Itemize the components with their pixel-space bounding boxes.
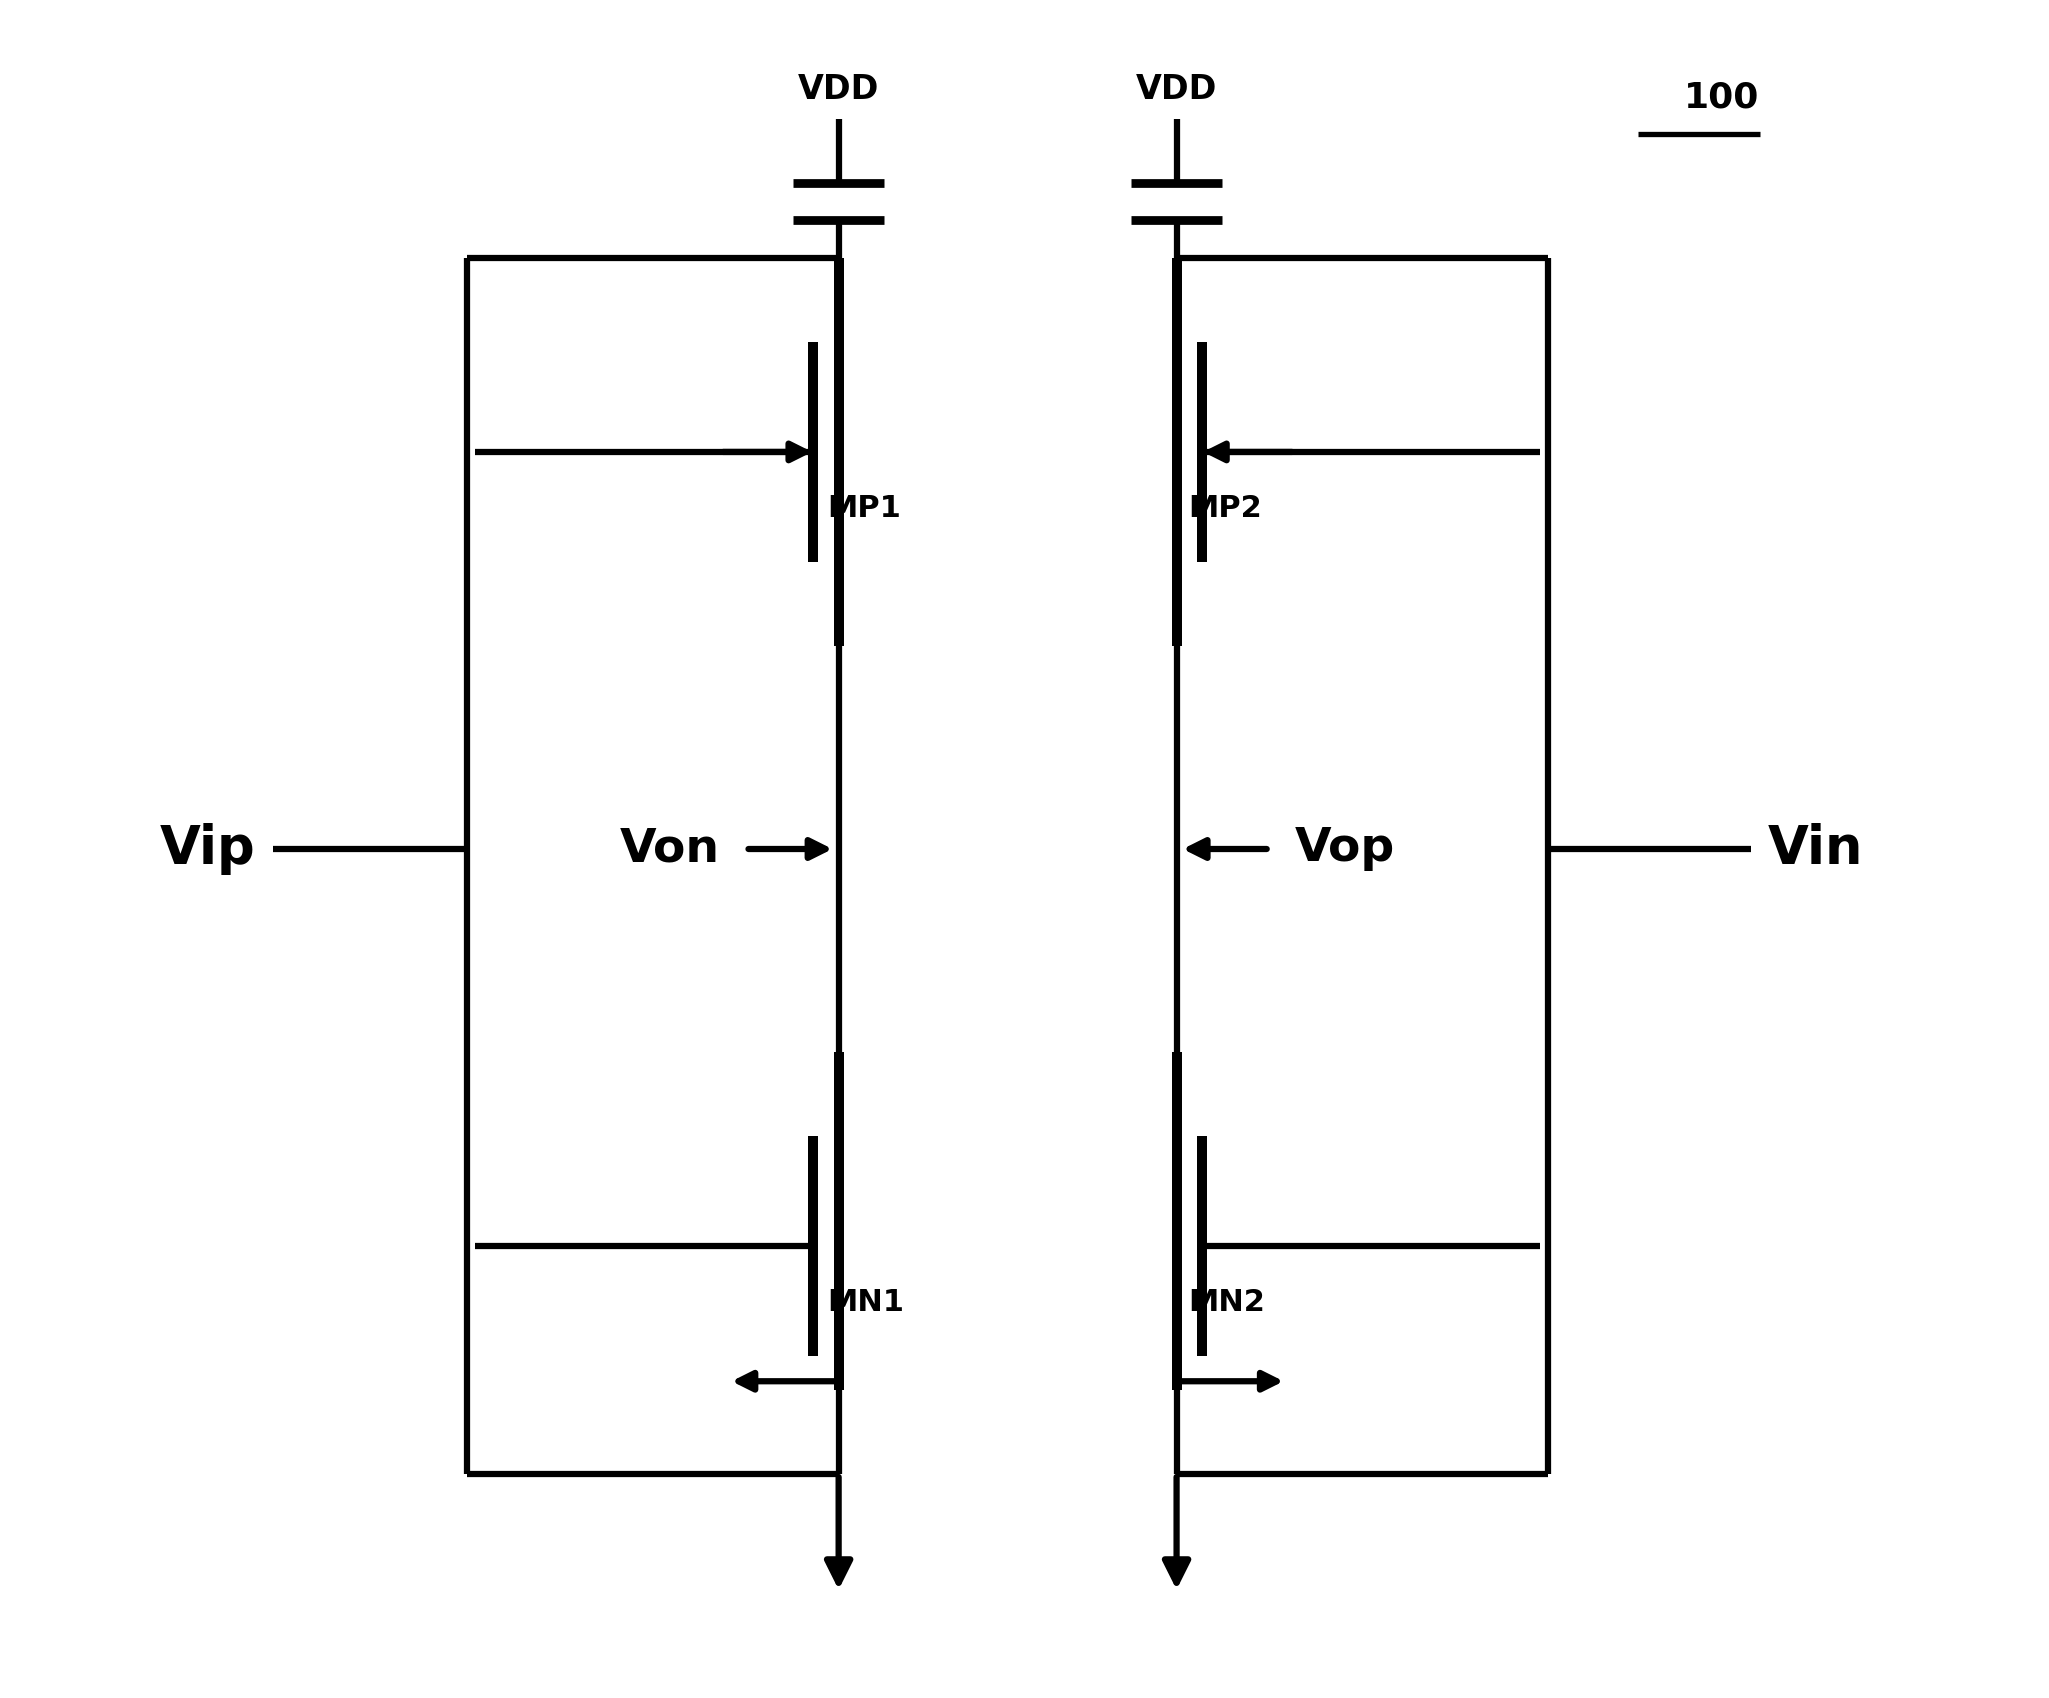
Text: Vin: Vin xyxy=(1768,824,1863,874)
Text: 100: 100 xyxy=(1684,80,1760,114)
Text: VDD: VDD xyxy=(797,73,879,105)
Text: Von: Von xyxy=(621,827,721,871)
Text: MP1: MP1 xyxy=(828,494,902,523)
Text: MN2: MN2 xyxy=(1188,1289,1266,1318)
Text: MP2: MP2 xyxy=(1188,494,1262,523)
Text: VDD: VDD xyxy=(1135,73,1217,105)
Text: Vip: Vip xyxy=(160,824,256,874)
Text: MN1: MN1 xyxy=(828,1289,904,1318)
Text: Vop: Vop xyxy=(1295,827,1395,871)
